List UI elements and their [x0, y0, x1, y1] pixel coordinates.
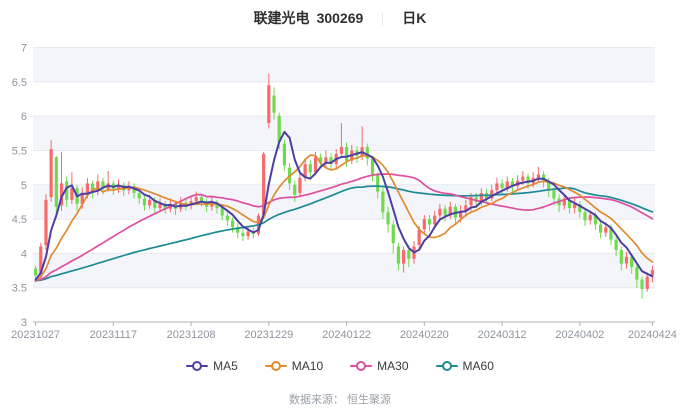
stock-name: 联建光电	[253, 10, 310, 26]
x-tick-label: 20240122	[322, 329, 371, 341]
x-tick-label: 20231208	[167, 329, 216, 341]
x-tick-label: 20231117	[90, 329, 137, 341]
legend-label: MA60	[462, 359, 494, 373]
stock-code: 300269	[316, 10, 364, 26]
y-tick-label: 7	[21, 43, 27, 55]
legend-label: MA10	[291, 359, 324, 373]
ma5-line	[34, 130, 654, 281]
ma60-marker-icon	[435, 361, 458, 371]
x-tick-label: 20231027	[11, 329, 60, 341]
legend-label: MA30	[377, 359, 409, 373]
y-tick-label: 6	[21, 111, 27, 123]
chart-type-label: 日K	[402, 10, 427, 26]
x-tick-label: 20240312	[478, 329, 527, 341]
data-source: 数据来源： 恒生聚源	[288, 394, 392, 406]
legend-item-ma10[interactable]: MA10	[264, 359, 324, 373]
legend-label: MA5	[213, 359, 238, 373]
ma60-line	[34, 185, 654, 282]
y-tick-label: 3.5	[12, 283, 27, 295]
y-tick-label: 3	[21, 317, 27, 329]
x-axis: 20231027 20231117 20231208 20231229 20240122…	[11, 321, 677, 341]
title-separator: ｜	[376, 11, 390, 27]
ma30-line	[34, 173, 654, 282]
x-tick-label: 20240402	[555, 329, 604, 341]
x-tick-label: 20231229	[244, 329, 293, 341]
chart-title: 联建光电 300269 ｜ 日K	[0, 8, 680, 28]
y-tick-label: 5	[21, 180, 27, 192]
legend-item-ma30[interactable]: MA30	[350, 359, 409, 373]
ma10-marker-icon	[264, 361, 287, 371]
legend-item-ma60[interactable]: MA60	[435, 359, 494, 373]
ma5-marker-icon	[186, 361, 209, 371]
y-tick-label: 6.5	[12, 77, 27, 89]
legend-item-ma5[interactable]: MA5	[186, 359, 238, 373]
x-tick-label: 20240424	[628, 329, 677, 341]
ma-legend: MA5 MA10 MA30 MA60	[0, 359, 680, 373]
x-tick-label: 20240220	[400, 329, 449, 341]
ma30-marker-icon	[350, 361, 373, 371]
y-tick-label: 4	[21, 248, 27, 260]
y-tick-label: 5.5	[12, 145, 27, 157]
bands	[33, 47, 655, 288]
y-tick-label: 4.5	[12, 214, 27, 226]
